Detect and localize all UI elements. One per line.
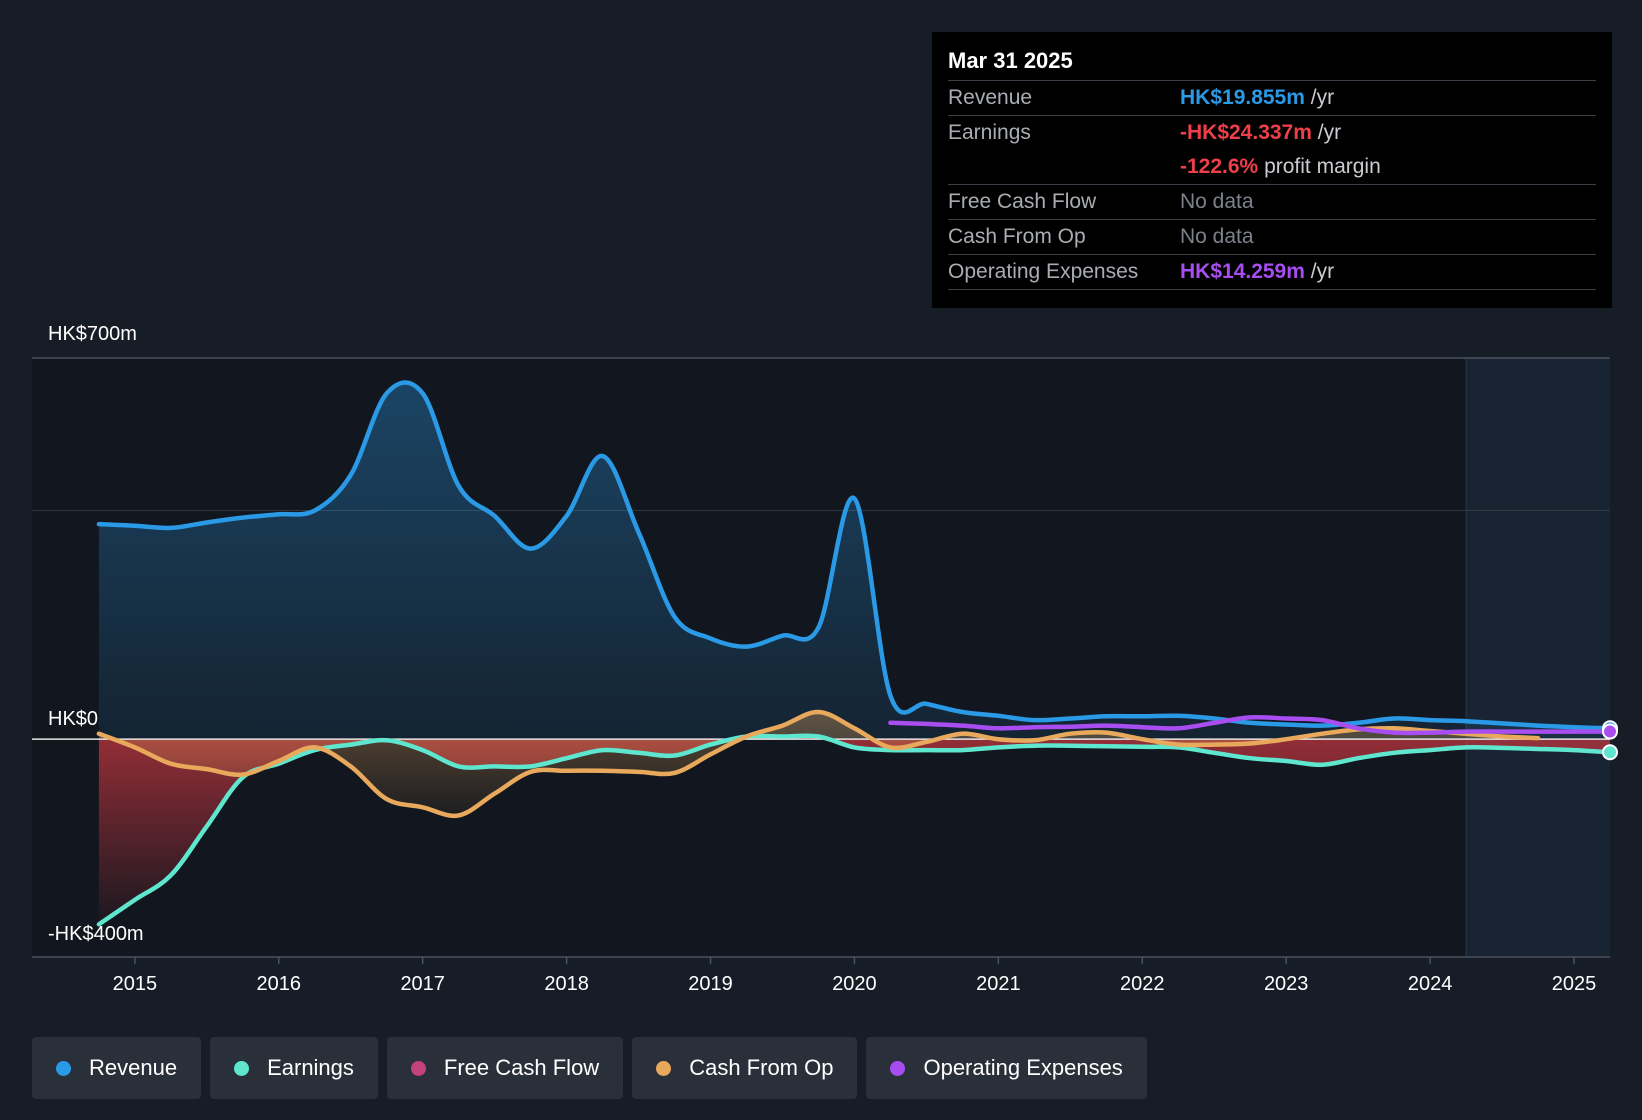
- series-lines: [96, 380, 1613, 927]
- revenue-area: [98, 382, 1610, 740]
- legend-dot-icon: [890, 1060, 906, 1076]
- x-tick-label: 2022: [1120, 973, 1165, 995]
- legend-item-earnings[interactable]: Earnings: [210, 1037, 378, 1099]
- legend-dot-icon: [656, 1060, 672, 1076]
- y-axis-label-top: HK$700m: [48, 323, 137, 345]
- tooltip-unit-revenue: /yr: [1310, 86, 1335, 109]
- area-fills: [98, 382, 1610, 925]
- x-tick-label: 2023: [1264, 973, 1309, 995]
- hover-tooltip: Mar 31 2025 Revenue HK$19.855m /yr Earni…: [932, 32, 1612, 308]
- tooltip-profit-margin-label: profit margin: [1264, 155, 1381, 178]
- tooltip-row-earnings: Earnings -HK$24.337m /yr -122.6% profit …: [948, 116, 1596, 185]
- tooltip-label-earnings: Earnings: [948, 121, 1031, 144]
- legend-dot-icon: [56, 1060, 71, 1076]
- x-tick-label: 2016: [257, 973, 302, 995]
- legend-item-revenue[interactable]: Revenue: [32, 1037, 202, 1099]
- tooltip-label-opex: Operating Expenses: [948, 260, 1139, 283]
- tooltip-date: Mar 31 2025: [948, 46, 1596, 81]
- cash-from-op-line: [96, 709, 1541, 819]
- x-tick-label: 2025: [1552, 973, 1597, 995]
- tooltip-unit-opex: /yr: [1310, 260, 1335, 283]
- tooltip-label-cfo: Cash From Op: [948, 225, 1086, 248]
- operating-expenses-line: [888, 714, 1613, 736]
- earnings-line: [96, 733, 1613, 927]
- x-tick-label: 2021: [976, 973, 1021, 995]
- tooltip-unit-earnings: /yr: [1317, 121, 1342, 144]
- x-axis-ticks: 2015 2016 2017 2018 2019 2020 2021 2022 2023 2024…: [113, 957, 1597, 995]
- x-tick-label: 2017: [400, 973, 445, 995]
- tooltip-row-revenue: Revenue HK$19.855m /yr: [948, 81, 1596, 116]
- legend-label-revenue: Revenue: [89, 1055, 178, 1080]
- legend-label-free-cash-flow: Free Cash Flow: [443, 1055, 600, 1080]
- tooltip-value-fcf: No data: [1180, 190, 1254, 213]
- tooltip-profit-margin-value: -122.6%: [1180, 155, 1259, 178]
- tooltip-value-cfo: No data: [1180, 225, 1254, 248]
- x-tick-label: 2024: [1408, 973, 1453, 995]
- tooltip-value-revenue: HK$19.855m: [1180, 86, 1305, 109]
- legend-item-operating-expenses[interactable]: Operating Expenses: [866, 1037, 1147, 1099]
- x-tick-label: 2018: [544, 973, 589, 995]
- x-tick-label: 2019: [688, 973, 733, 995]
- tooltip-label-revenue: Revenue: [948, 86, 1033, 109]
- cash-from-op-area: [98, 711, 1538, 816]
- tooltip-row-fcf: Free Cash Flow No data: [948, 185, 1596, 220]
- legend-item-cash-from-op[interactable]: Cash From Op: [632, 1037, 858, 1099]
- x-tick-label: 2015: [113, 973, 158, 995]
- y-axis-label-zero: HK$0: [48, 708, 98, 730]
- legend-label-earnings: Earnings: [267, 1055, 354, 1080]
- y-axis-label-bottom: -HK$400m: [48, 923, 144, 945]
- legend-item-free-cash-flow[interactable]: Free Cash Flow: [386, 1037, 624, 1099]
- legend-dot-icon: [410, 1060, 426, 1076]
- earnings-end-marker: [1602, 744, 1618, 761]
- operating-expenses-end-marker: [1602, 723, 1618, 740]
- tooltip-value-opex: HK$14.259m: [1180, 260, 1305, 283]
- forecast-region: [1466, 358, 1610, 957]
- legend-dot-icon: [234, 1060, 250, 1076]
- series-end-markers: [1602, 720, 1618, 761]
- tooltip-row-opex: Operating Expenses HK$14.259m /yr: [948, 255, 1596, 290]
- legend-label-cash-from-op: Cash From Op: [689, 1055, 834, 1080]
- tooltip-label-fcf: Free Cash Flow: [948, 190, 1097, 213]
- legend-label-operating-expenses: Operating Expenses: [923, 1055, 1123, 1080]
- tooltip-row-cfo: Cash From Op No data: [948, 220, 1596, 255]
- tooltip-value-earnings: -HK$24.337m: [1180, 121, 1312, 144]
- x-tick-label: 2020: [832, 973, 877, 995]
- chart-legend: Revenue Earnings Free Cash Flow Cash Fro…: [32, 1037, 1147, 1099]
